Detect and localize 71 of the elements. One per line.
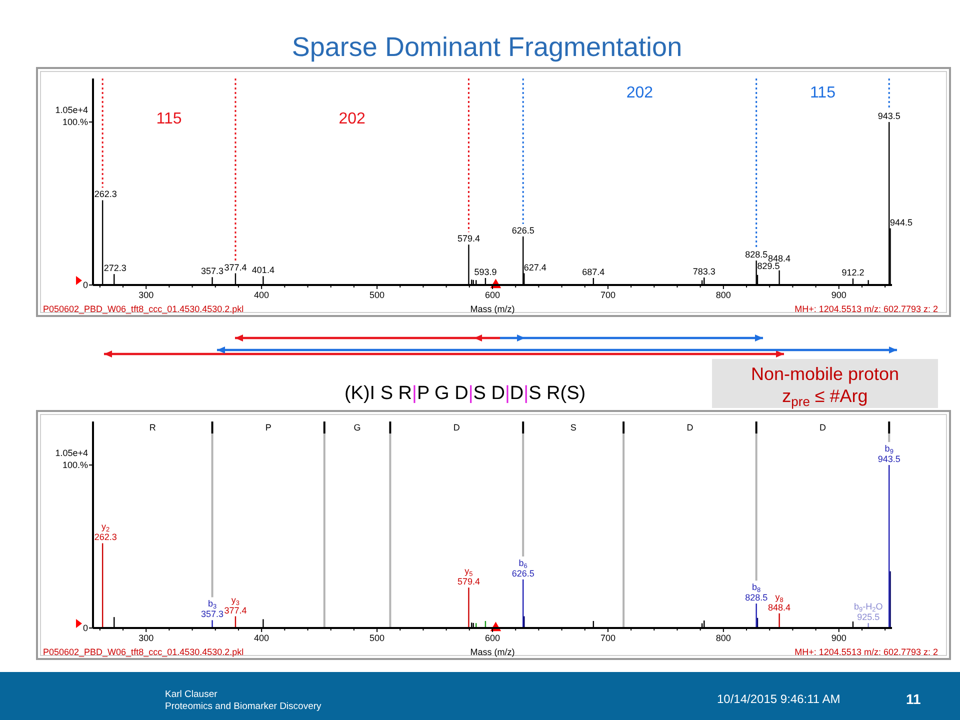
chart-title: Sparse Dominant Fragmentation: [292, 32, 682, 62]
annotation: 377.4: [224, 262, 247, 272]
text: P050602_PBD_W06_tft8_ccc_01.4530.4530.2.pkl: [43, 304, 244, 314]
x-tick-label: 500: [370, 290, 385, 300]
text: P050602_PBD_W06_tft8_ccc_01.4530.4530.2.pkl: [43, 647, 244, 657]
x-tick-label: 400: [254, 290, 270, 300]
annotation: 944.5: [890, 217, 913, 228]
annotation: 848.4: [768, 602, 791, 612]
y-tick-label: 100.%: [62, 117, 88, 128]
annotation: 626.5: [512, 225, 534, 236]
text: 11: [906, 691, 922, 707]
x-axis-title: Mass (m/z): [470, 304, 515, 314]
x-tick-label: 700: [600, 290, 616, 300]
y-tick-label: 100.%: [62, 460, 88, 470]
annotation: S: [570, 422, 576, 432]
annotation: 357.3: [201, 609, 224, 620]
annotation: 829.5: [757, 260, 780, 271]
x-tick-label: 300: [138, 633, 154, 643]
annotation: 828.5: [745, 250, 768, 260]
annotation: 593.9: [474, 266, 497, 277]
text: z$_{pre}$ ≤ #Arg: [782, 386, 868, 409]
annotation: 627.4: [524, 262, 546, 272]
annotation: 848.4: [768, 253, 791, 264]
annotation: 579.4: [457, 576, 480, 587]
x-tick-label: 700: [600, 633, 616, 643]
x-tick-label: 400: [254, 633, 270, 643]
annotation: P: [265, 422, 272, 432]
annotation: 115: [810, 84, 836, 101]
annotation: 687.4: [582, 266, 605, 277]
annotation: 377.4: [224, 605, 247, 616]
annotation: 115: [156, 110, 182, 127]
annotation: 262.3: [94, 532, 117, 542]
annotation: 272.3: [104, 263, 126, 274]
text: Non-mobile proton: [750, 364, 900, 384]
annotation: 783.3: [692, 266, 716, 277]
annotation: 943.5: [878, 454, 900, 464]
x-tick-label: 300: [138, 290, 154, 300]
annotation: 626.5: [512, 568, 534, 578]
annotation: 401.4: [252, 265, 274, 276]
x-tick-label: 900: [831, 290, 846, 300]
x-tick-label: 600: [484, 633, 500, 643]
annotation: D: [686, 422, 694, 432]
annotation: 912.2: [842, 267, 864, 278]
x-tick-label: 800: [716, 290, 731, 300]
annotation: G: [354, 422, 361, 432]
annotation: 202: [626, 84, 654, 101]
x-tick-label: 600: [484, 290, 500, 300]
annotation: 357.3: [201, 266, 224, 276]
y-tick-label: 0: [82, 280, 88, 290]
text: 10/14/2015 9:46:11 AM: [717, 692, 840, 706]
annotation: D: [453, 422, 460, 432]
text: MH+: 1204.5513 m/z: 602.7793 z: 2: [794, 304, 938, 314]
text: MH+: 1204.5513 m/z: 602.7793 z: 2: [794, 647, 938, 657]
annotation: 202: [338, 110, 366, 127]
chart-title: (K)I S R|P G D|S D|D|S R(S): [344, 383, 586, 404]
annotation: 828.5: [745, 592, 768, 603]
annotation: 262.3: [94, 189, 117, 200]
text: Karl Clauser: [165, 689, 218, 700]
x-tick-label: 500: [370, 633, 385, 643]
y-axis-title: 1.05e+4: [55, 105, 88, 116]
text: Proteomics and Biomarker Discovery: [165, 701, 322, 712]
x-tick-label: 900: [831, 633, 846, 643]
y-axis-title: 1.05e+4: [55, 448, 88, 458]
annotation: 579.4: [457, 234, 480, 244]
y-tick-label: 0: [82, 623, 88, 633]
annotation: 943.5: [878, 111, 900, 122]
annotation: 925.5: [857, 612, 880, 622]
x-tick-label: 800: [716, 633, 731, 643]
x-axis-title: Mass (m/z): [470, 647, 515, 657]
annotation: D: [819, 422, 826, 432]
annotation: R: [149, 422, 156, 432]
